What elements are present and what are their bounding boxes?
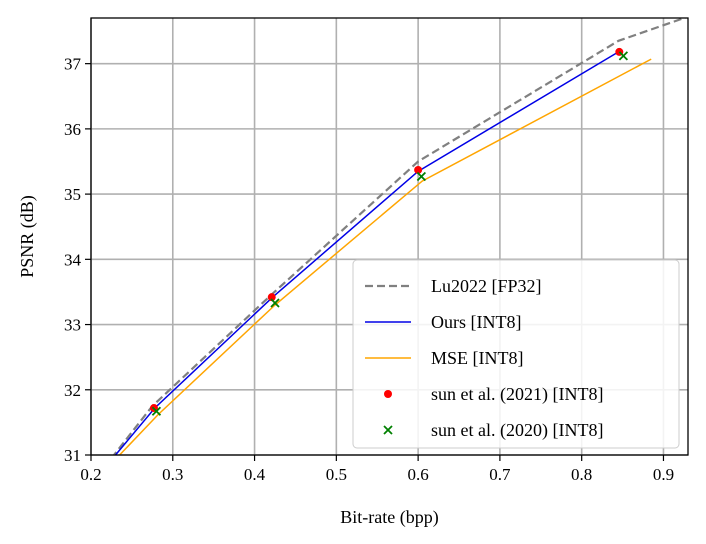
legend-item: Lu2022 [FP32] [365, 276, 542, 296]
series-4 [151, 51, 629, 416]
legend-item: Ours [INT8] [365, 312, 521, 332]
data-point [414, 165, 423, 174]
y-axis: 31 32 33 34 35 36 37 [64, 55, 91, 465]
x-tick-label: 0.2 [80, 465, 101, 484]
series-0 [112, 18, 688, 455]
legend-label: Ours [INT8] [431, 312, 521, 332]
grid [90, 18, 688, 456]
data-point [270, 298, 280, 308]
y-tick-label: 32 [64, 381, 81, 400]
legend-swatch [383, 425, 393, 435]
y-tick-label: 37 [64, 55, 82, 74]
y-axis-label: PSNR (dB) [17, 195, 38, 278]
data-point [618, 51, 629, 61]
x-tick-label: 0.3 [162, 465, 183, 484]
x-tick-label: 0.5 [326, 465, 347, 484]
x-tick-label: 0.6 [407, 465, 428, 484]
legend-box [352, 259, 680, 449]
data-point [151, 406, 162, 416]
y-tick-label: 33 [64, 316, 81, 335]
legend-label: sun et al. (2020) [INT8] [431, 420, 603, 441]
legend: Lu2022 [FP32] Ours [INT8] MSE [INT8] sun et… [352, 259, 680, 449]
x-tick-label: 0.9 [653, 465, 674, 484]
legend-item: sun et al. (2021) [INT8] [384, 384, 603, 405]
plot-frame [90, 17, 689, 456]
x-tick-label: 0.7 [489, 465, 511, 484]
x-tick-label: 0.4 [244, 465, 266, 484]
series-line [119, 58, 652, 455]
y-tick-label: 36 [64, 120, 81, 139]
legend-label: MSE [INT8] [431, 348, 524, 368]
data-point [267, 293, 276, 302]
data-point [416, 171, 427, 182]
y-tick-label: 35 [64, 185, 81, 204]
y-tick-label: 31 [64, 446, 81, 465]
series-layer [112, 18, 688, 455]
legend-item: sun et al. (2020) [INT8] [383, 420, 603, 441]
legend-item: MSE [INT8] [365, 348, 524, 368]
y-tick-label: 34 [64, 250, 82, 269]
legend-swatch [384, 390, 392, 398]
x-axis: 0.2 0.3 0.4 0.5 0.6 0.7 0.8 0.9 [80, 455, 674, 484]
x-axis-label: Bit-rate (bpp) [340, 507, 438, 528]
x-tick-label: 0.8 [571, 465, 592, 484]
legend-label: Lu2022 [FP32] [431, 276, 542, 296]
legend-label: sun et al. (2021) [INT8] [431, 384, 603, 405]
series-2 [119, 58, 652, 455]
series-line [112, 18, 688, 455]
